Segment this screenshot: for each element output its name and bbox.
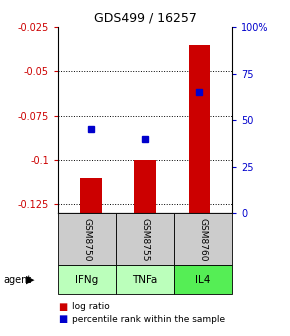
Bar [134, 160, 156, 213]
Text: TNFa: TNFa [132, 275, 158, 285]
Text: percentile rank within the sample: percentile rank within the sample [72, 315, 226, 324]
Text: GDS499 / 16257: GDS499 / 16257 [94, 12, 196, 25]
Text: log ratio: log ratio [72, 302, 110, 311]
Text: IL4: IL4 [195, 275, 211, 285]
Text: GSM8755: GSM8755 [140, 218, 150, 261]
Text: ■: ■ [58, 314, 67, 324]
Text: IFNg: IFNg [75, 275, 99, 285]
Text: GSM8760: GSM8760 [198, 218, 208, 261]
Bar [188, 45, 210, 213]
Text: agent: agent [3, 275, 31, 285]
Text: ■: ■ [58, 302, 67, 312]
Text: GSM8750: GSM8750 [82, 218, 92, 261]
Text: ▶: ▶ [26, 275, 35, 285]
Bar [80, 178, 101, 213]
